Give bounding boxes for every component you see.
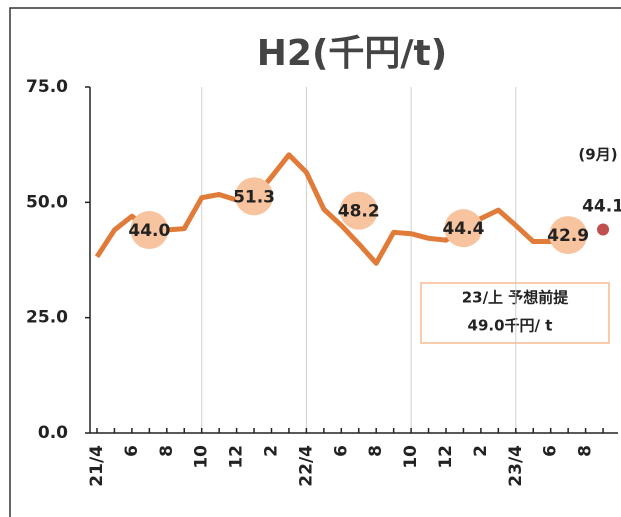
data-label: 44.1 — [582, 197, 621, 217]
x-tick-label: 8 — [366, 445, 386, 457]
x-tick-label: 22/4 — [296, 445, 316, 487]
x-tick-label: 12 — [227, 445, 247, 469]
latest-point — [597, 223, 610, 236]
annotation: 49.0千円/ t — [468, 317, 553, 335]
y-tick-label: 25.0 — [26, 308, 68, 328]
x-tick-label: 21/4 — [87, 445, 107, 487]
x-tick-label: 6 — [122, 445, 142, 457]
frame — [9, 7, 621, 517]
x-tick-label: 12 — [436, 445, 456, 469]
x-tick-label: 8 — [576, 445, 596, 457]
data-label: 51.3 — [233, 187, 275, 207]
x-tick-label: 10 — [192, 445, 212, 469]
data-label: 44.0 — [128, 221, 170, 241]
data-label: 44.4 — [442, 219, 484, 239]
x-tick-label: 8 — [157, 445, 177, 457]
y-tick-label: 50.0 — [26, 192, 68, 212]
x-tick-label: 2 — [262, 445, 282, 457]
average-marker — [235, 177, 274, 216]
y-tick-label: 75.0 — [26, 77, 68, 97]
annotation-box — [420, 282, 610, 344]
chart-title: H2(千円/t) — [257, 33, 447, 74]
average-marker — [444, 209, 483, 248]
average-marker — [130, 211, 169, 250]
line — [94, 152, 587, 266]
annotation: (9月) — [578, 146, 617, 164]
y-tick-label: 0.0 — [38, 423, 68, 443]
x-tick-label: 23/4 — [506, 445, 526, 487]
x-tick-label: 6 — [541, 445, 561, 457]
data-label: 42.9 — [547, 226, 589, 246]
x-tick-label: 10 — [401, 445, 421, 469]
average-marker — [339, 191, 378, 230]
x-tick-label: 6 — [331, 445, 351, 457]
average-marker — [549, 216, 588, 255]
x-tick-label: 2 — [471, 445, 491, 457]
data-label: 48.2 — [338, 202, 380, 222]
